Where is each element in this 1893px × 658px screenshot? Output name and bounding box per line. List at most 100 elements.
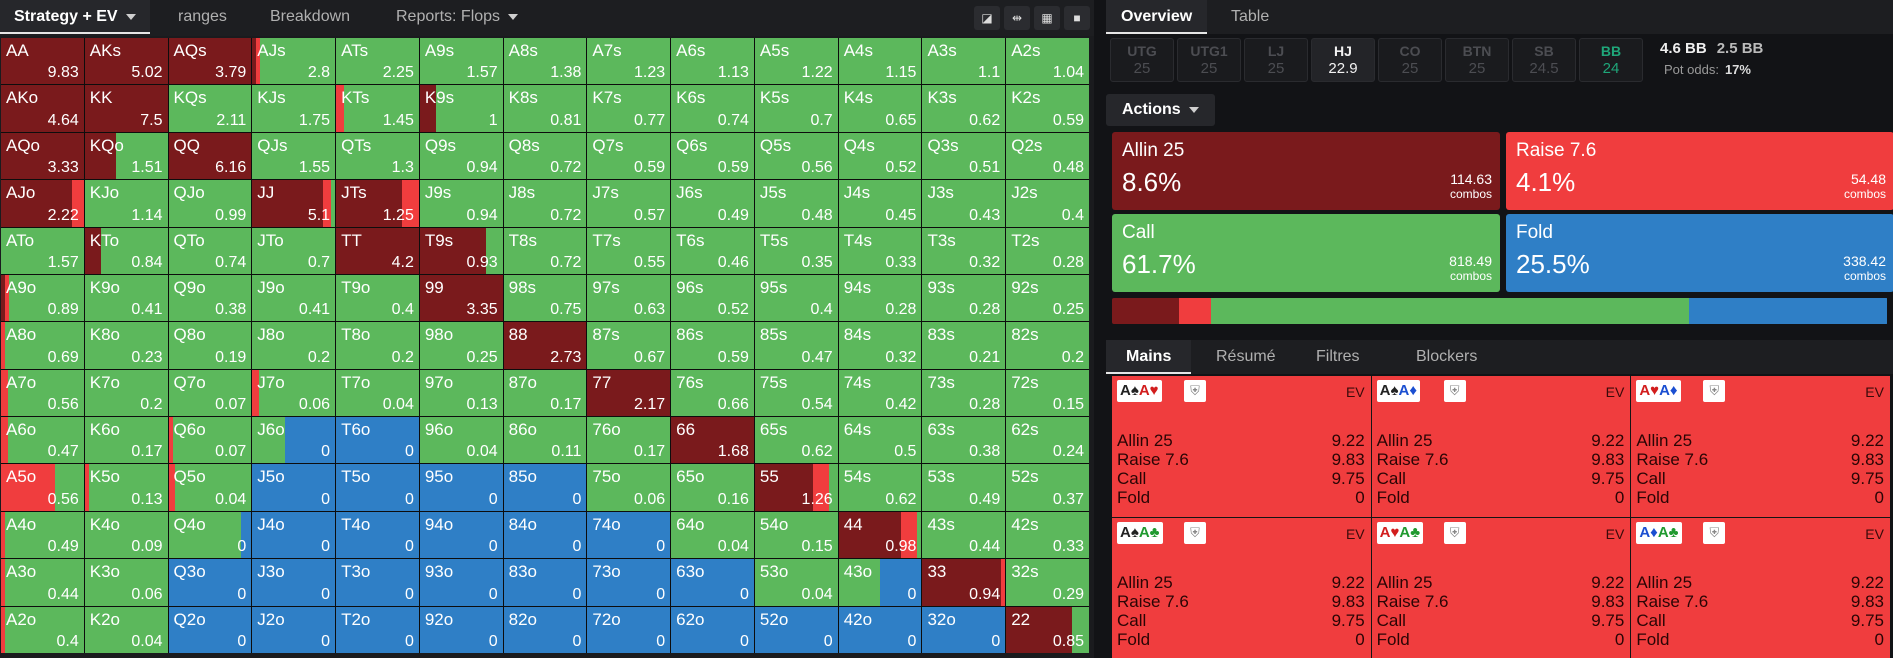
hand-cell-K3s[interactable]: K3s 0.62 xyxy=(922,85,1006,132)
hand-cell-92s[interactable]: 92s 0.25 xyxy=(1006,274,1089,322)
tab-blockers[interactable]: Blockers xyxy=(1396,340,1497,374)
hand-cell-53s[interactable]: 53s 0.49 xyxy=(922,464,1006,511)
hand-cell-TT[interactable]: TT 4.2 xyxy=(336,227,419,274)
hand-cell-Q2o[interactable]: Q2o 0 xyxy=(168,606,252,653)
hand-combo-card[interactable]: A♥A♣ ⛨ EV Allin 25 9.22 Raise 7.6 9.83 Call 9.75… xyxy=(1371,517,1631,658)
hand-cell-55[interactable]: 55 1.26 xyxy=(754,464,838,511)
hand-cell-A5o[interactable]: A5o 0.56 xyxy=(1,464,84,511)
hand-cell-AQo[interactable]: AQo 3.33 xyxy=(1,132,84,180)
tab-overview[interactable]: Overview xyxy=(1106,0,1208,34)
hand-cell-Q6s[interactable]: Q6s 0.59 xyxy=(671,132,754,180)
hand-cell-A7o[interactable]: A7o 0.56 xyxy=(1,369,84,417)
hand-cell-92o[interactable]: 92o 0 xyxy=(419,606,503,653)
hand-cell-KTs[interactable]: KTs 1.45 xyxy=(336,85,419,132)
hand-cell-J4s[interactable]: J4s 0.45 xyxy=(838,180,922,227)
hand-cell-42s[interactable]: 42s 0.33 xyxy=(1006,511,1089,559)
hand-cell-T7o[interactable]: T7o 0.04 xyxy=(336,369,419,417)
shield-icon[interactable]: ⛨ xyxy=(1443,380,1466,402)
hand-cell-K8o[interactable]: K8o 0.23 xyxy=(84,322,168,369)
hand-cell-Q3o[interactable]: Q3o 0 xyxy=(168,559,252,606)
hand-cell-KJo[interactable]: KJo 1.14 xyxy=(84,180,168,227)
hand-cell-93s[interactable]: 93s 0.28 xyxy=(922,274,1006,322)
hand-cell-AKs[interactable]: AKs 5.02 xyxy=(84,38,168,85)
action-raise-7-6[interactable]: Raise 7.6 4.1% 54.48 combos xyxy=(1506,132,1893,210)
hand-cell-65o[interactable]: 65o 0.16 xyxy=(671,464,754,511)
hand-cell-J2o[interactable]: J2o 0 xyxy=(252,606,336,653)
hand-cell-Q8s[interactable]: Q8s 0.72 xyxy=(503,132,587,180)
hand-cell-T7s[interactable]: T7s 0.55 xyxy=(587,227,671,274)
hand-cell-J3o[interactable]: J3o 0 xyxy=(252,559,336,606)
hand-cell-T3o[interactable]: T3o 0 xyxy=(336,559,419,606)
hand-cell-33[interactable]: 33 0.94 xyxy=(922,559,1006,606)
hand-cell-42o[interactable]: 42o 0 xyxy=(838,606,922,653)
hand-cell-T6o[interactable]: T6o 0 xyxy=(336,417,419,464)
hand-cell-76s[interactable]: 76s 0.66 xyxy=(671,369,754,417)
hand-cell-A4o[interactable]: A4o 0.49 xyxy=(1,511,84,559)
hand-combo-card[interactable]: A♠A♣ ⛨ EV Allin 25 9.22 Raise 7.6 9.83 Call 9.75… xyxy=(1112,517,1371,658)
hand-cell-QTo[interactable]: QTo 0.74 xyxy=(168,227,252,274)
hand-cell-J7o[interactable]: J7o 0.06 xyxy=(252,369,336,417)
hand-cell-A3o[interactable]: A3o 0.44 xyxy=(1,559,84,606)
hand-cell-A3s[interactable]: A3s 1.1 xyxy=(922,38,1006,85)
hand-combo-card[interactable]: A♦A♣ ⛨ EV Allin 25 9.22 Raise 7.6 9.83 Call 9.75… xyxy=(1631,517,1890,658)
position-sb[interactable]: SB 24.5 xyxy=(1512,38,1576,82)
tab-ranges[interactable]: ranges xyxy=(164,0,241,34)
hand-cell-J2s[interactable]: J2s 0.4 xyxy=(1006,180,1089,227)
hand-cell-Q7o[interactable]: Q7o 0.07 xyxy=(168,369,252,417)
hand-cell-74o[interactable]: 74o 0 xyxy=(587,511,671,559)
hand-cell-K7s[interactable]: K7s 0.77 xyxy=(587,85,671,132)
hand-cell-73o[interactable]: 73o 0 xyxy=(587,559,671,606)
hand-cell-T4s[interactable]: T4s 0.33 xyxy=(838,227,922,274)
hand-cell-73s[interactable]: 73s 0.28 xyxy=(922,369,1006,417)
hand-cell-QJo[interactable]: QJo 0.99 xyxy=(168,180,252,227)
hand-cell-63s[interactable]: 63s 0.38 xyxy=(922,417,1006,464)
tab-table[interactable]: Table xyxy=(1216,0,1284,34)
compress-icon[interactable]: ⇹ xyxy=(1004,6,1030,30)
hand-cell-T2s[interactable]: T2s 0.28 xyxy=(1006,227,1089,274)
hand-cell-Q8o[interactable]: Q8o 0.19 xyxy=(168,322,252,369)
hand-cell-85o[interactable]: 85o 0 xyxy=(503,464,587,511)
hand-cell-52s[interactable]: 52s 0.37 xyxy=(1006,464,1089,511)
hand-cell-43s[interactable]: 43s 0.44 xyxy=(922,511,1006,559)
position-hj[interactable]: HJ 22.9 xyxy=(1311,38,1375,82)
hand-cell-85s[interactable]: 85s 0.47 xyxy=(754,322,838,369)
action-allin-25[interactable]: Allin 25 8.6% 114.63 combos xyxy=(1112,132,1500,210)
tab-strategy-ev[interactable]: Strategy + EV xyxy=(0,0,150,34)
hand-cell-95o[interactable]: 95o 0 xyxy=(419,464,503,511)
hand-cell-Q9o[interactable]: Q9o 0.38 xyxy=(168,274,252,322)
hand-cell-93o[interactable]: 93o 0 xyxy=(419,559,503,606)
hand-cell-J7s[interactable]: J7s 0.57 xyxy=(587,180,671,227)
position-utg[interactable]: UTG 25 xyxy=(1110,38,1174,82)
position-co[interactable]: CO 25 xyxy=(1378,38,1442,82)
hand-cell-AA[interactable]: AA 9.83 xyxy=(1,38,84,85)
hand-cell-97s[interactable]: 97s 0.63 xyxy=(587,274,671,322)
hand-cell-A8s[interactable]: A8s 1.38 xyxy=(503,38,587,85)
hand-cell-J5o[interactable]: J5o 0 xyxy=(252,464,336,511)
hand-cell-A7s[interactable]: A7s 1.23 xyxy=(587,38,671,85)
hand-cell-A4s[interactable]: A4s 1.15 xyxy=(838,38,922,85)
hand-cell-75o[interactable]: 75o 0.06 xyxy=(587,464,671,511)
tab-filtres[interactable]: Filtres xyxy=(1296,340,1380,374)
hand-cell-T9o[interactable]: T9o 0.4 xyxy=(336,274,419,322)
hand-cell-Q5o[interactable]: Q5o 0.04 xyxy=(168,464,252,511)
hand-cell-J9o[interactable]: J9o 0.41 xyxy=(252,274,336,322)
hand-cell-ATo[interactable]: ATo 1.57 xyxy=(1,227,84,274)
hand-cell-66[interactable]: 66 1.68 xyxy=(671,417,754,464)
hand-cell-K5s[interactable]: K5s 0.7 xyxy=(754,85,838,132)
hand-combo-card[interactable]: A♠A♦ ⛨ EV Allin 25 9.22 Raise 7.6 9.83 Call 9.75… xyxy=(1371,376,1631,517)
hand-cell-JTs[interactable]: JTs 1.25 xyxy=(336,180,419,227)
hand-cell-K4s[interactable]: K4s 0.65 xyxy=(838,85,922,132)
hand-cell-87s[interactable]: 87s 0.67 xyxy=(587,322,671,369)
hand-cell-JJ[interactable]: JJ 5.1 xyxy=(252,180,336,227)
hand-cell-T9s[interactable]: T9s 0.93 xyxy=(419,227,503,274)
hand-cell-J4o[interactable]: J4o 0 xyxy=(252,511,336,559)
hand-cell-A6o[interactable]: A6o 0.47 xyxy=(1,417,84,464)
hand-cell-K2s[interactable]: K2s 0.59 xyxy=(1006,85,1089,132)
hand-cell-84s[interactable]: 84s 0.32 xyxy=(838,322,922,369)
hand-cell-K7o[interactable]: K7o 0.2 xyxy=(84,369,168,417)
hand-cell-44[interactable]: 44 0.98 xyxy=(838,511,922,559)
hand-cell-K9o[interactable]: K9o 0.41 xyxy=(84,274,168,322)
hand-cell-63o[interactable]: 63o 0 xyxy=(671,559,754,606)
hand-cell-22[interactable]: 22 0.85 xyxy=(1006,606,1089,653)
tab-breakdown[interactable]: Breakdown xyxy=(256,0,364,34)
